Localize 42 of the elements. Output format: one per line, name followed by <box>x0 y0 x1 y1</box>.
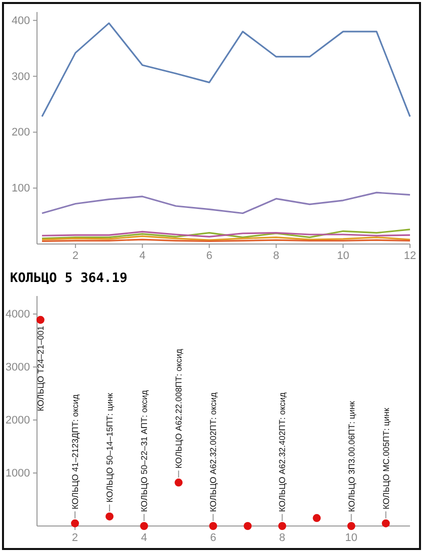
x-tick-label: 8 <box>279 532 286 544</box>
point <box>382 519 390 528</box>
y-tick-label: 2000 <box>6 414 30 427</box>
x-tick-label: 2 <box>72 532 78 544</box>
x-tick-label: 10 <box>336 250 350 262</box>
x-tick-label: 4 <box>139 250 146 262</box>
point <box>36 316 44 324</box>
annotation: КОЛЬЦО A62.32.002ПТ: оксид <box>208 392 218 512</box>
y-tick-label: 1000 <box>6 468 30 480</box>
line-series <box>41 22 411 118</box>
y-tick-label: 100 <box>12 182 30 195</box>
y-tick-label: 300 <box>12 70 30 83</box>
point <box>174 478 183 487</box>
line-series <box>41 192 411 214</box>
x-tick-label: 8 <box>273 250 280 262</box>
x-tick-label: 12 <box>404 250 416 262</box>
x-tick-label: 6 <box>206 250 212 262</box>
point <box>278 522 286 530</box>
annotation: КОЛЬЦО 50–22–31 АПТ: оксид <box>139 390 150 512</box>
y-tick-label: 400 <box>12 14 30 27</box>
annotation: КОЛЬЦО МС.005ПТ: цинк <box>380 408 391 510</box>
point <box>106 512 114 520</box>
point <box>347 522 356 530</box>
point <box>209 522 218 530</box>
point <box>312 514 321 522</box>
chart-title: КОЛЬЦО 5 364.19 <box>10 271 128 286</box>
x-tick-label: 6 <box>210 532 216 544</box>
annotation: КОЛЬЦО T24–21–001 <box>35 326 46 412</box>
point <box>71 519 79 528</box>
x-tick-label: 2 <box>72 250 79 262</box>
annotation: КОЛЬЦО 41–2123ДПТ: оксид <box>70 394 80 510</box>
y-tick-label: 4000 <box>6 308 30 321</box>
annotation: КОЛЬЦО A62.32.402ПТ: оксид <box>277 392 288 512</box>
x-tick-label: 10 <box>345 532 358 544</box>
annotation: КОЛЬЦО 50–14–15ПТ: цинк <box>104 392 115 502</box>
point <box>140 522 148 530</box>
annotation: КОЛЬЦО 3П3.00.06ПТ: цинк <box>346 400 356 512</box>
y-tick-label: 200 <box>12 126 30 139</box>
point <box>244 522 252 530</box>
x-tick-label: 4 <box>141 532 148 544</box>
y-tick-label: 3000 <box>6 362 30 374</box>
annotation: КОЛЬЦО A62.22.008ПТ: оксид <box>174 348 184 469</box>
